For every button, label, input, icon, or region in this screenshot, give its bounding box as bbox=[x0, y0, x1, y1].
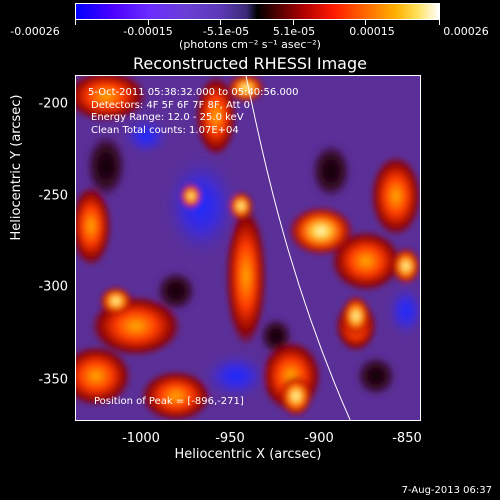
x-axis-label: Heliocentric X (arcsec) bbox=[174, 447, 322, 462]
colorbar-tick-mark bbox=[148, 20, 149, 25]
info-clean-counts: Clean Total counts: 1.07E+04 bbox=[91, 125, 239, 136]
colorbar-tick-label: -0.00026 bbox=[10, 25, 60, 38]
intensity-blobs bbox=[76, 76, 420, 420]
x-tick-label: -1000 bbox=[122, 431, 160, 446]
image-plot-area: 5-Oct-2011 05:38:32.000 to 05:40:56.000 … bbox=[75, 75, 421, 421]
info-energy-range: Energy Range: 12.0 - 25.0 keV bbox=[91, 112, 244, 123]
colorbar bbox=[75, 3, 440, 20]
colorbar-tick-label: 5.1e-05 bbox=[272, 25, 316, 38]
y-tick-label: -250 bbox=[38, 188, 68, 204]
rhessi-intensity-map bbox=[76, 76, 420, 420]
x-tick-label: -950 bbox=[215, 431, 245, 446]
solar-limb-line bbox=[245, 76, 351, 420]
colorbar-tick-mark bbox=[220, 20, 221, 25]
colorbar-tick-label: -5.1e-05 bbox=[202, 25, 250, 38]
timestamp: 7-Aug-2013 06:37 bbox=[401, 485, 492, 496]
colorbar-tick-label: 0.00015 bbox=[349, 25, 395, 38]
colorbar-tick-mark bbox=[365, 20, 366, 25]
colorbar-tick-mark bbox=[75, 20, 76, 25]
colorbar-unit-label: (photons cm⁻² s⁻¹ asec⁻²) bbox=[179, 38, 321, 51]
y-tick-label: -300 bbox=[38, 279, 68, 295]
y-tick-label: -200 bbox=[38, 96, 68, 112]
info-detectors: Detectors: 4F 5F 6F 7F 8F, Att 0 bbox=[91, 100, 251, 111]
peak-position-label: Position of Peak = [-896,-271] bbox=[94, 396, 244, 407]
info-time-range: 5-Oct-2011 05:38:32.000 to 05:40:56.000 bbox=[88, 87, 299, 98]
colorbar-tick-label: -0.00015 bbox=[123, 25, 173, 38]
colorbar-tick-label: 0.00026 bbox=[443, 25, 489, 38]
colorbar-tick-mark bbox=[293, 20, 294, 25]
y-axis-label: Heliocentric Y (arcsec) bbox=[9, 94, 24, 241]
x-tick-label: -900 bbox=[304, 431, 334, 446]
plot-title: Reconstructed RHESSI Image bbox=[133, 54, 367, 73]
x-tick-label: -850 bbox=[392, 431, 422, 446]
y-tick-label: -350 bbox=[38, 372, 68, 388]
colorbar-tick-mark bbox=[439, 20, 440, 25]
